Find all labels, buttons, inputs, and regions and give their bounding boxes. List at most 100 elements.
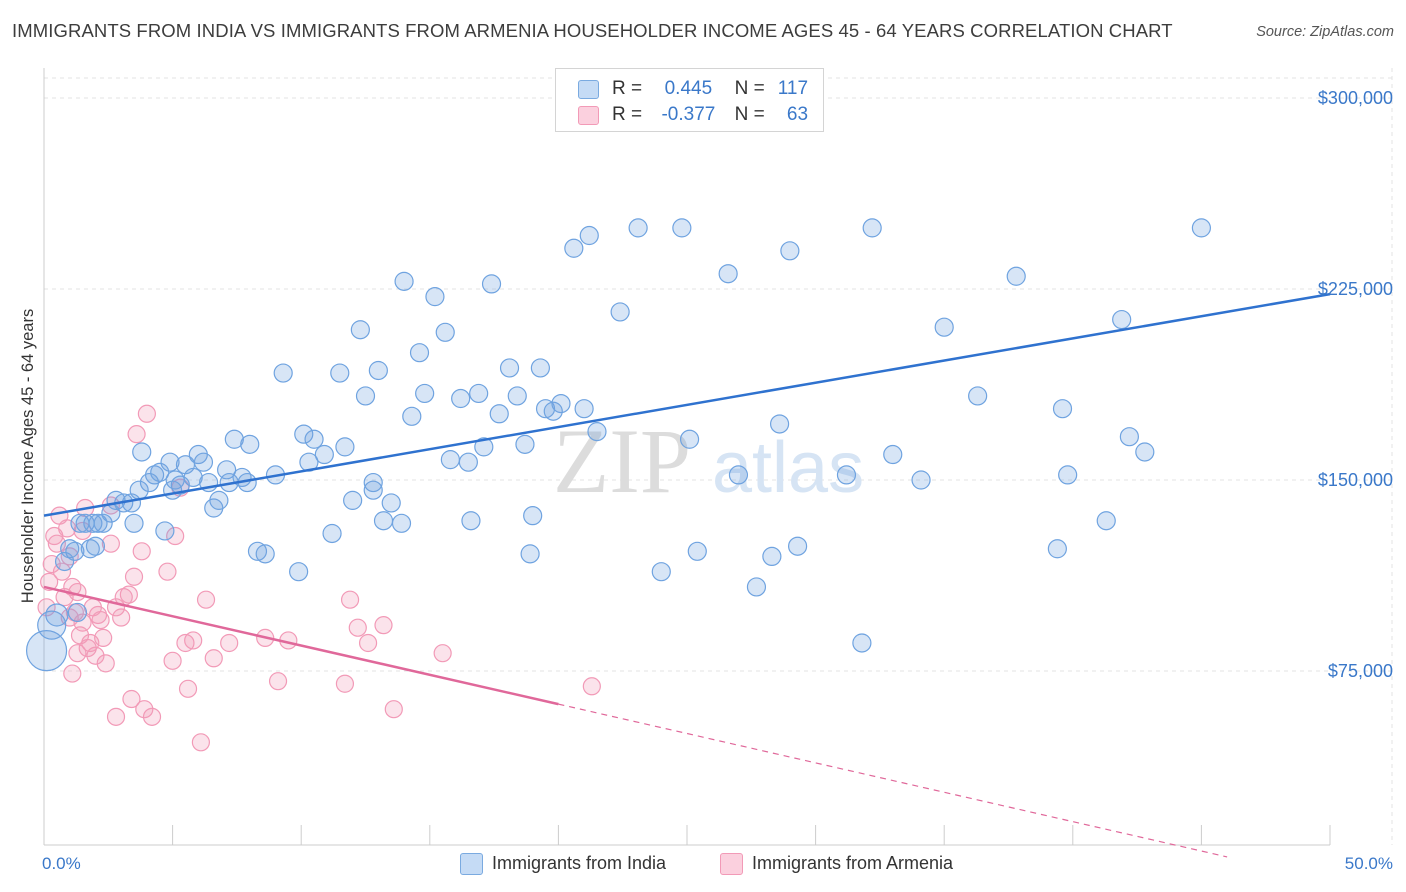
india-point (209, 490, 229, 510)
india-point (60, 539, 80, 559)
india-n-value: 117 (777, 78, 809, 99)
armenia-point (158, 562, 177, 581)
armenia-point (119, 585, 138, 604)
armenia-point (127, 425, 146, 444)
india-point (144, 465, 165, 485)
india-point (610, 302, 630, 322)
india-point (132, 442, 152, 462)
armenia-r-label: R = (612, 104, 643, 125)
india-point (672, 218, 692, 238)
india-point (183, 467, 203, 488)
bottom-armenia-label: Immigrants from Armenia (752, 853, 954, 873)
armenia-swatch (578, 106, 599, 125)
armenia-point (135, 700, 154, 719)
armenia-point (358, 633, 378, 653)
india-point (679, 429, 700, 449)
y-tick-label: $75,000 (1328, 661, 1393, 681)
india-point (67, 602, 88, 623)
india-point (425, 287, 445, 307)
india-point (574, 399, 594, 419)
svg-text:atlas: atlas (712, 428, 864, 508)
armenia-point (184, 631, 203, 650)
india-point (160, 452, 180, 472)
india-point (852, 633, 872, 653)
armenia-trend-line (43, 585, 559, 706)
india-point (515, 434, 535, 454)
correlation-legend: R = 0.445 N = 117 R = -0.377 N = 63 (555, 68, 824, 132)
india-point (520, 544, 540, 564)
india-point (769, 414, 790, 434)
india-point (728, 465, 749, 485)
armenia-r-value: -0.377 (661, 104, 716, 125)
armenia-point (88, 605, 108, 625)
y-tick-label: $150,000 (1318, 470, 1393, 490)
armenia-point (433, 644, 452, 663)
india-point (85, 536, 106, 556)
armenia-n-label: N = (734, 104, 765, 125)
india-point (255, 544, 275, 564)
india-point (330, 363, 350, 383)
india-point (564, 238, 584, 258)
india-point (193, 452, 214, 472)
india-point (474, 437, 494, 457)
india-point (1119, 427, 1139, 447)
x-tick-label-min: 0.0% (42, 854, 81, 873)
india-point (762, 546, 782, 567)
india-point (289, 562, 309, 582)
india-point (1058, 465, 1078, 485)
india-point (304, 429, 324, 449)
armenia-point (73, 521, 92, 541)
india-point (523, 506, 543, 526)
india-point (273, 363, 293, 383)
armenia-point (374, 616, 393, 635)
india-point (587, 422, 607, 442)
india-point (150, 462, 170, 482)
armenia-point (196, 590, 216, 609)
india-point (83, 513, 103, 533)
armenia-points (37, 404, 601, 752)
india-point (535, 399, 556, 419)
india-point (780, 241, 800, 261)
armenia-point (63, 664, 82, 683)
india-point (391, 513, 412, 533)
armenia-point (582, 677, 601, 696)
india-point (314, 444, 334, 465)
india-point (343, 490, 363, 510)
india-point (718, 264, 738, 284)
armenia-point (86, 646, 105, 665)
india-point (968, 386, 988, 406)
india-point (1135, 442, 1155, 462)
armenia-point (166, 526, 185, 546)
india-point (1096, 511, 1116, 531)
india-point (373, 511, 394, 531)
india-point (934, 317, 954, 337)
india-point (381, 493, 401, 513)
armenia-point (122, 689, 141, 709)
armenia-point (384, 700, 403, 719)
armenia-point (204, 649, 223, 668)
india-point (451, 388, 471, 409)
india-point (1191, 218, 1212, 238)
armenia-point (178, 679, 198, 698)
india-point (628, 218, 648, 238)
svg-text:ZIP: ZIP (553, 410, 691, 512)
armenia-point (132, 542, 151, 561)
india-point (489, 404, 509, 424)
india-point (1006, 266, 1026, 286)
india-swatch (578, 80, 599, 99)
india-point (746, 577, 767, 597)
india-point (530, 358, 550, 378)
armenia-point (268, 672, 288, 691)
india-point (787, 536, 808, 556)
armenia-point (340, 590, 360, 609)
india-point (1052, 399, 1073, 419)
india-point (240, 434, 260, 454)
india-point (294, 424, 314, 444)
india-point (363, 480, 383, 500)
india-point (499, 358, 520, 378)
india-point (543, 401, 563, 421)
india-point (247, 541, 268, 561)
india-point (507, 386, 527, 406)
india-trend-line (43, 292, 1331, 517)
